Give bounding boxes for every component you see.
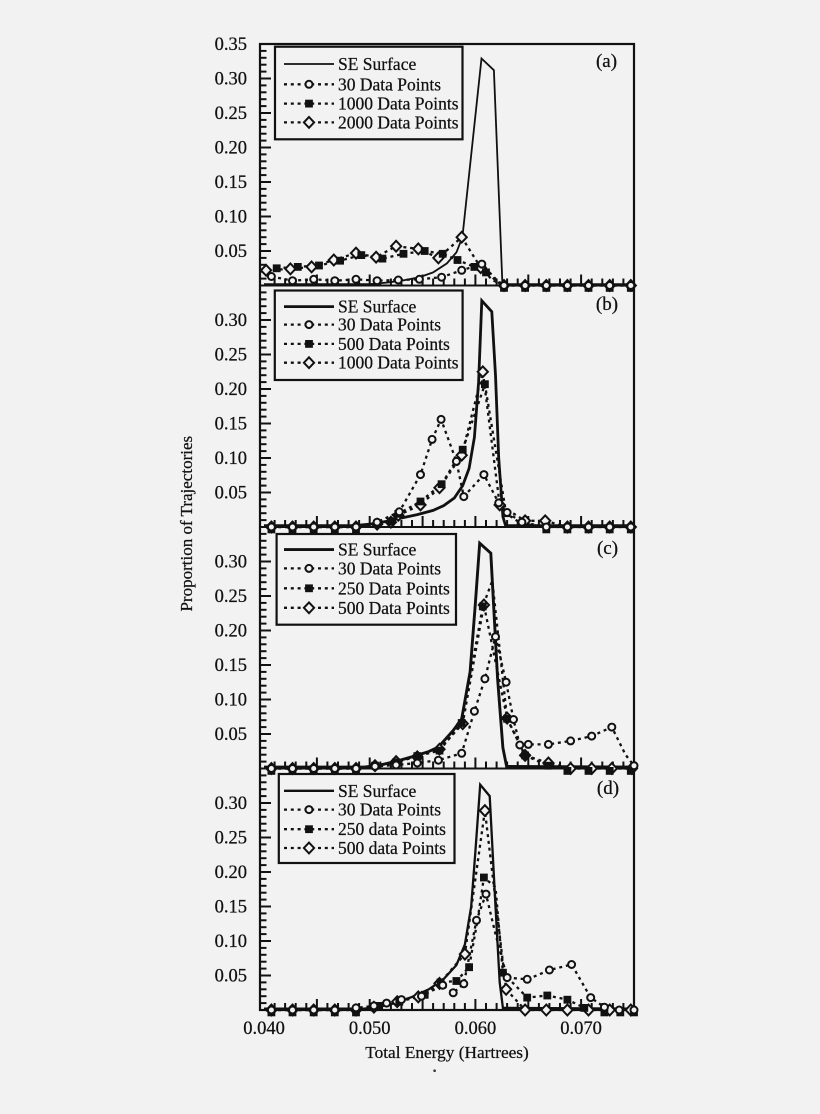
svg-text:0.060: 0.060: [455, 1019, 497, 1039]
svg-text:0.10: 0.10: [215, 208, 247, 228]
svg-text:500 data Points: 500 data Points: [338, 838, 446, 858]
svg-text:0.070: 0.070: [560, 1019, 602, 1039]
svg-text:SE Surface: SE Surface: [338, 54, 416, 74]
svg-text:0.30: 0.30: [215, 794, 247, 814]
svg-text:0.30: 0.30: [215, 70, 247, 90]
svg-text:250 data Points: 250 data Points: [338, 819, 446, 839]
svg-text:30 Data Points: 30 Data Points: [338, 800, 441, 820]
svg-text:0.15: 0.15: [215, 173, 247, 193]
svg-text:(b): (b): [596, 294, 618, 315]
svg-text:0.05: 0.05: [215, 242, 247, 262]
svg-text:Total Energy (Hartrees): Total Energy (Hartrees): [365, 1043, 529, 1062]
svg-text:30 Data Points: 30 Data Points: [338, 74, 441, 94]
svg-text:0.050: 0.050: [349, 1019, 391, 1039]
svg-text:0.05: 0.05: [215, 725, 247, 745]
svg-text:0.25: 0.25: [215, 587, 247, 607]
svg-text:0.20: 0.20: [215, 863, 247, 883]
svg-text:250 Data Points: 250 Data Points: [338, 578, 450, 598]
svg-text:1000 Data Points: 1000 Data Points: [338, 94, 459, 114]
svg-text:0.20: 0.20: [215, 139, 247, 159]
svg-text:0.30: 0.30: [215, 311, 247, 331]
svg-text:1000 Data Points: 1000 Data Points: [338, 353, 459, 373]
svg-text:2000 Data Points: 2000 Data Points: [338, 112, 459, 132]
svg-text:0.10: 0.10: [215, 932, 247, 952]
svg-text:0.25: 0.25: [215, 346, 247, 366]
svg-text:(a): (a): [596, 51, 617, 72]
svg-text:(d): (d): [597, 778, 619, 799]
svg-text:0.10: 0.10: [215, 691, 247, 711]
svg-text:0.35: 0.35: [215, 35, 247, 55]
svg-text:Proportion of Trajectories: Proportion of Trajectories: [177, 436, 196, 612]
svg-text:500 Data Points: 500 Data Points: [338, 334, 450, 354]
svg-text:0.20: 0.20: [215, 622, 247, 642]
svg-text:SE Surface: SE Surface: [338, 540, 416, 560]
svg-text:0.25: 0.25: [215, 829, 247, 849]
svg-text:0.040: 0.040: [243, 1019, 285, 1039]
svg-text:0.15: 0.15: [215, 656, 247, 676]
svg-text:0.30: 0.30: [215, 553, 247, 573]
svg-text:0.15: 0.15: [215, 898, 247, 918]
svg-text:30 Data Points: 30 Data Points: [338, 315, 441, 335]
svg-text:500 Data Points: 500 Data Points: [338, 598, 450, 618]
svg-text:SE Surface: SE Surface: [338, 781, 416, 801]
svg-text:0.10: 0.10: [215, 449, 247, 469]
svg-text:0.05: 0.05: [215, 967, 247, 987]
svg-text:0.20: 0.20: [215, 380, 247, 400]
svg-text:SE Surface: SE Surface: [338, 297, 416, 317]
svg-text:0.15: 0.15: [215, 415, 247, 435]
svg-text:0.25: 0.25: [215, 104, 247, 124]
svg-text:0.05: 0.05: [215, 484, 247, 504]
svg-text:(c): (c): [597, 538, 618, 559]
svg-text:30 Data Points: 30 Data Points: [338, 558, 441, 578]
